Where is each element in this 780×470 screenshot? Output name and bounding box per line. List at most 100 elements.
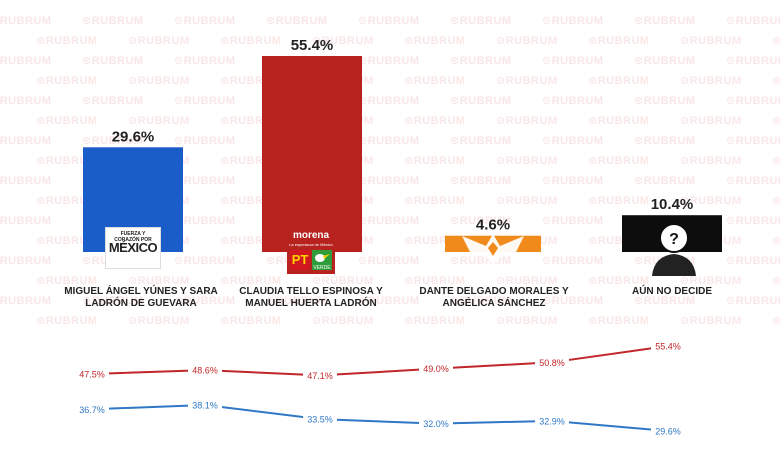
verde-label: VERDE (313, 265, 331, 271)
watermark-text: ⊙RUBRUM (496, 155, 558, 167)
trend-point-label: 48.6% (192, 366, 218, 376)
watermark-text: ⊙RUBRUM (358, 175, 420, 187)
watermark-text: ⊙RUBRUM (634, 295, 696, 307)
watermark-text: ⊙RUBRUM (450, 15, 512, 27)
watermark-text: ⊙RUBRUM (404, 315, 466, 327)
trend-point-label: 32.9% (539, 416, 565, 426)
watermark-text: ⊙RUBRUM (82, 15, 144, 27)
watermark-text: ⊙RUBRUM (174, 215, 236, 227)
trend-point-label: 49.0% (423, 364, 449, 374)
watermark-text: ⊙RUBRUM (0, 175, 52, 187)
watermark-text: ⊙RUBRUM (542, 295, 604, 307)
watermark-text: ⊙RUBRUM (542, 55, 604, 67)
trend-point-bg (419, 361, 453, 376)
trend-line-1 (91, 403, 669, 432)
watermark-text: ⊙RUBRUM (680, 155, 742, 167)
trend-point-label: 47.5% (79, 370, 105, 380)
trend-point-bg (419, 416, 453, 431)
watermark-text: ⊙RUBRUM (174, 255, 236, 267)
watermark-text: ⊙RUBRUM (726, 95, 780, 107)
watermark-text: ⊙RUBRUM (82, 55, 144, 67)
trend-point-bg (188, 398, 222, 412)
trend-point-label: 29.6% (655, 427, 681, 437)
toucan-icon (315, 254, 330, 262)
watermark-text: ⊙RUBRUM (0, 135, 52, 147)
watermark-text: ⊙RUBRUM (128, 115, 190, 127)
watermark-text: ⊙RUBRUM (128, 275, 190, 287)
watermark-text: ⊙RUBRUM (726, 55, 780, 67)
watermark-text: ⊙RUBRUM (588, 155, 650, 167)
fuerza-corazon-mexico-logo: FUERZA Y CORAZÓN POR MÉXICO (105, 227, 161, 269)
trend-point-label: 32.0% (423, 419, 449, 429)
watermark-text: ⊙RUBRUM (772, 235, 780, 247)
bar-value-label: 55.4% (291, 37, 334, 54)
watermark-text: ⊙RUBRUM (312, 275, 374, 287)
watermark-text: ⊙RUBRUM (404, 115, 466, 127)
watermark-text: ⊙RUBRUM (36, 235, 98, 247)
trend-point-bg (535, 355, 569, 370)
watermark-text: ⊙RUBRUM (634, 135, 696, 147)
trend-point-bg (188, 363, 222, 378)
watermark-text: ⊙RUBRUM (358, 215, 420, 227)
watermark-text: ⊙RUBRUM (174, 135, 236, 147)
watermark-text: ⊙RUBRUM (496, 195, 558, 207)
watermark-text: ⊙RUBRUM (772, 75, 780, 87)
watermark-text: ⊙RUBRUM (36, 35, 98, 47)
watermark-text: ⊙RUBRUM (634, 15, 696, 27)
watermark-text: ⊙RUBRUM (0, 295, 52, 307)
morena-wordmark: morena (292, 230, 330, 241)
watermark-text: ⊙RUBRUM (726, 295, 780, 307)
watermark-text: ⊙RUBRUM (772, 195, 780, 207)
watermark-text: ⊙RUBRUM (358, 15, 420, 27)
watermark-text: ⊙RUBRUM (128, 75, 190, 87)
watermark-text: ⊙RUBRUM (634, 175, 696, 187)
watermark-text: ⊙RUBRUM (542, 95, 604, 107)
watermark-text: ⊙RUBRUM (0, 215, 52, 227)
candidate-label-yunes: MIGUEL ÁNGEL YÚNES Y SARA LADRÓN DE GUEV… (64, 286, 218, 309)
trend-point-label: 33.5% (307, 415, 333, 425)
watermark-text: ⊙RUBRUM (174, 55, 236, 67)
watermark-text: ⊙RUBRUM (680, 115, 742, 127)
watermark-text: ⊙RUBRUM (680, 35, 742, 47)
trend-point-bg (303, 368, 337, 383)
watermark-text: ⊙RUBRUM (726, 15, 780, 27)
watermark-text: ⊙RUBRUM (36, 155, 98, 167)
watermark-text: ⊙RUBRUM (588, 75, 650, 87)
watermark-text: ⊙RUBRUM (726, 255, 780, 267)
watermark-text: ⊙RUBRUM (266, 295, 328, 307)
candidate-label-delgado: DANTE DELGADO MORALES Y ANGÉLICA SÁNCHEZ (419, 286, 569, 309)
watermark-text: ⊙RUBRUM (450, 175, 512, 187)
watermark-text: ⊙RUBRUM (588, 275, 650, 287)
watermark-text: ⊙RUBRUM (36, 195, 98, 207)
watermark-text: ⊙RUBRUM (358, 135, 420, 147)
movimiento-ciudadano-logo: MOVIMIENTO CIUDADANO (458, 228, 528, 272)
watermark-text: ⊙RUBRUM (174, 15, 236, 27)
watermark-text: ⊙RUBRUM (0, 255, 52, 267)
watermark-text: ⊙RUBRUM (726, 135, 780, 147)
candidate-label-tello: CLAUDIA TELLO ESPINOSA Y MANUEL HUERTA L… (239, 286, 383, 309)
watermark-text: ⊙RUBRUM (404, 195, 466, 207)
watermark-text: ⊙RUBRUM (358, 295, 420, 307)
watermark-text: ⊙RUBRUM (680, 195, 742, 207)
watermark-text: ⊙RUBRUM (634, 95, 696, 107)
watermark-text: ⊙RUBRUM (82, 95, 144, 107)
trend-point-bg (75, 367, 109, 381)
watermark-text: ⊙RUBRUM (174, 175, 236, 187)
watermark-text: ⊙RUBRUM (174, 95, 236, 107)
pt-logo: PT (290, 250, 310, 270)
morena-pt-verde-logo: morena La esperanza de México PT VERDE (287, 226, 335, 274)
watermark-text: ⊙RUBRUM (0, 15, 52, 27)
trend-point-label: 38.1% (192, 401, 218, 411)
trend-point-bg (651, 339, 685, 353)
watermark-text: ⊙RUBRUM (0, 55, 52, 67)
watermark-text: ⊙RUBRUM (726, 175, 780, 187)
watermark-text: ⊙RUBRUM (542, 215, 604, 227)
watermark-text: ⊙RUBRUM (542, 135, 604, 147)
undecided-silhouette-icon: ? (646, 216, 702, 276)
watermark-text: ⊙RUBRUM (680, 75, 742, 87)
bar-value-label: 10.4% (651, 196, 694, 213)
watermark-text: ⊙RUBRUM (82, 135, 144, 147)
watermark-text: ⊙RUBRUM (772, 115, 780, 127)
trend-point-bg (535, 413, 569, 428)
trend-point-label: 50.8% (539, 358, 565, 368)
